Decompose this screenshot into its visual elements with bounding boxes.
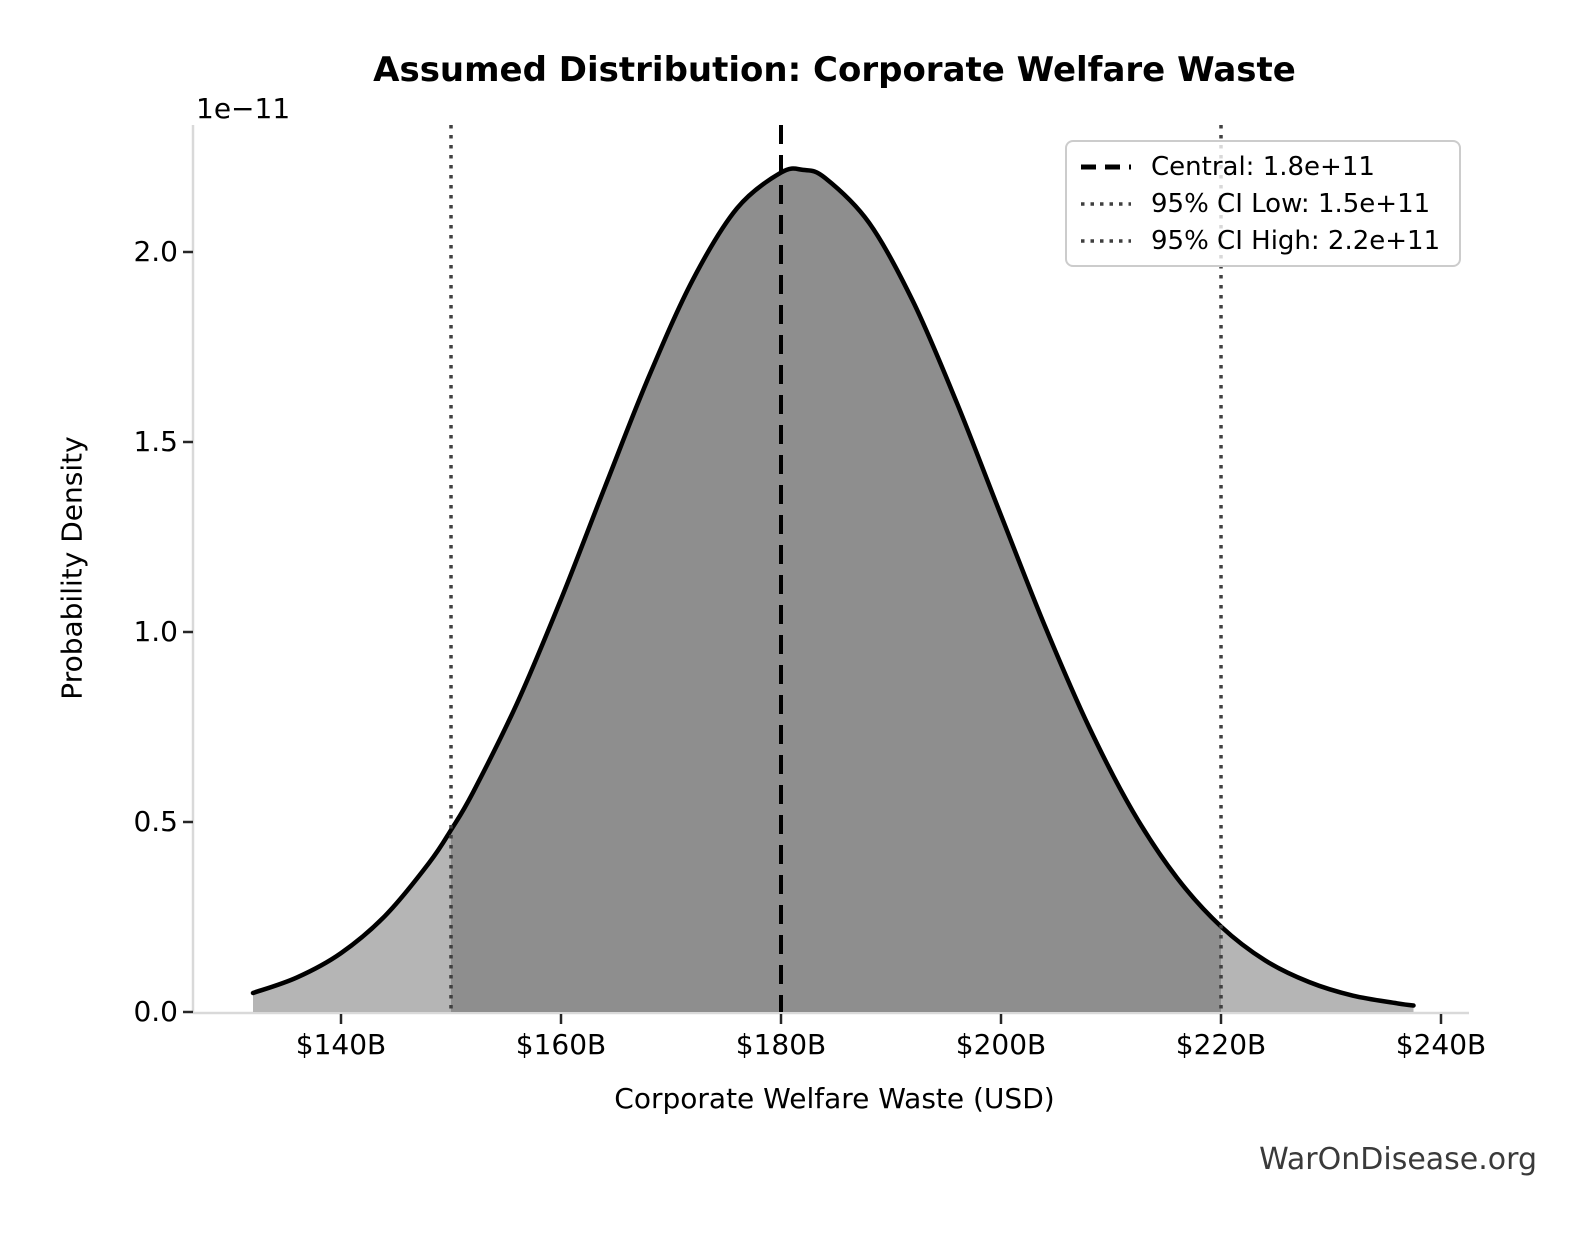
legend-row-ci-high: 95% CI High: 2.2e+11 — [1079, 226, 1447, 256]
legend-label-ci-low: 95% CI Low: 1.5e+11 — [1151, 188, 1431, 219]
x-axis-label: Corporate Welfare Waste (USD) — [614, 1082, 1055, 1115]
x-tick-label: $180B — [735, 1028, 827, 1061]
legend-row-central: Central: 1.8e+11 — [1079, 152, 1447, 182]
watermark: WarOnDisease.org — [1259, 1142, 1537, 1177]
ci-band-fill — [451, 168, 1221, 1012]
x-tick-label: $240B — [1395, 1028, 1487, 1061]
dotted-line-sample-icon — [1081, 201, 1131, 206]
dashed-line-sample-icon — [1081, 164, 1131, 169]
y-tick-label: 0.5 — [133, 805, 178, 838]
y-axis-scale-offset: 1e−11 — [196, 92, 291, 125]
y-tick-label: 1.0 — [133, 615, 178, 648]
y-tick-label: 0.0 — [133, 995, 178, 1028]
chart-title: Assumed Distribution: Corporate Welfare … — [373, 50, 1296, 90]
dotted-line-sample-icon — [1081, 238, 1131, 243]
density-curve — [250, 166, 1416, 1008]
y-axis-label: Probability Density — [55, 436, 89, 700]
legend-label-central: Central: 1.8e+11 — [1151, 151, 1375, 182]
x-tick-label: $220B — [1175, 1028, 1267, 1061]
legend-row-ci-low: 95% CI Low: 1.5e+11 — [1079, 189, 1447, 219]
y-tick-label: 2.0 — [133, 235, 178, 268]
x-tick-label: $200B — [955, 1028, 1047, 1061]
y-tick-label: 1.5 — [133, 425, 178, 458]
legend-label-ci-high: 95% CI High: 2.2e+11 — [1151, 225, 1441, 256]
legend: Central: 1.8e+11 95% CI Low: 1.5e+11 95%… — [1065, 140, 1461, 267]
x-tick-label: $140B — [295, 1028, 387, 1061]
x-tick-label: $160B — [515, 1028, 607, 1061]
